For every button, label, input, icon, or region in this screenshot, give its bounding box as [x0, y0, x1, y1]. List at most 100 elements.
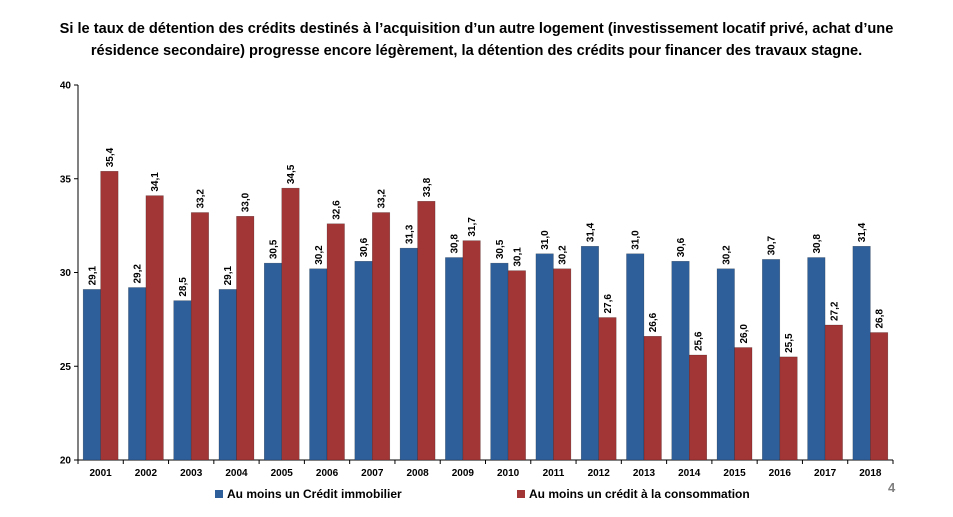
bar-credit-consommation [281, 187, 300, 461]
bar-credit-consommation [689, 354, 707, 461]
data-label: 30,7 [767, 235, 778, 255]
title-line-1: Si le taux de détention des crédits dest… [59, 21, 894, 37]
data-label: 30,2 [721, 245, 732, 265]
data-label: 25,6 [694, 331, 705, 351]
bar-credit-consommation [824, 324, 843, 461]
x-tick-label: 2007 [361, 468, 384, 479]
data-label: 25,5 [784, 333, 795, 353]
legend-label-credit-consommation: Au moins un crédit à la consommation [529, 487, 750, 501]
data-label: 26,0 [739, 324, 750, 344]
data-label: 31,4 [585, 222, 596, 242]
y-tick-label: 30 [60, 268, 72, 279]
x-tick-label: 2003 [180, 468, 203, 479]
y-tick-label: 40 [60, 81, 72, 92]
data-label: 29,2 [133, 264, 144, 284]
bar-credit-consommation [507, 270, 526, 461]
bar-credit-immobilier [82, 289, 101, 461]
bar-credit-consommation [870, 332, 889, 461]
x-tick-label: 2017 [814, 468, 837, 479]
bar-credit-immobilier [762, 259, 781, 461]
bar-credit-immobilier [535, 253, 554, 461]
y-tick-label: 35 [60, 174, 72, 185]
x-tick-label: 2014 [678, 468, 701, 479]
bar-credit-immobilier [128, 287, 147, 461]
x-tick-label: 2004 [225, 468, 248, 479]
x-tick-label: 2011 [543, 468, 565, 479]
data-label: 34,1 [150, 172, 161, 192]
data-label: 33,0 [241, 192, 252, 212]
data-label: 30,6 [359, 237, 370, 257]
data-label: 29,1 [87, 265, 98, 285]
data-label: 26,6 [648, 312, 659, 332]
data-label: 31,3 [404, 224, 415, 244]
data-label: 31,7 [467, 217, 478, 237]
x-tick-label: 2008 [406, 468, 429, 479]
bar-credit-immobilier [354, 261, 373, 461]
data-label: 31,0 [540, 230, 551, 250]
x-tick-label: 2015 [723, 468, 746, 479]
data-label: 27,2 [829, 301, 840, 321]
data-label: 35,4 [105, 147, 116, 167]
bar-credit-consommation [643, 336, 662, 461]
x-tick-label: 2010 [497, 468, 520, 479]
x-tick-label: 2016 [769, 468, 792, 479]
x-tick-label: 2013 [633, 468, 656, 479]
bar-credit-consommation [417, 201, 436, 461]
data-label: 30,6 [676, 237, 687, 257]
x-tick-label: 2002 [135, 468, 158, 479]
bar-credit-immobilier [173, 300, 192, 461]
bar-credit-immobilier [626, 253, 645, 461]
data-label: 28,5 [178, 277, 189, 297]
x-tick-label: 2018 [859, 468, 882, 479]
bar-credit-consommation [372, 212, 391, 461]
data-label: 29,1 [223, 265, 234, 285]
bar-credit-immobilier [445, 257, 464, 461]
x-tick-label: 2005 [271, 468, 294, 479]
data-label: 27,6 [603, 294, 614, 314]
data-label: 30,8 [450, 234, 461, 254]
legend-swatch-credit-immobilier [215, 490, 223, 498]
page-number: 4 [888, 480, 896, 495]
y-tick-label: 20 [60, 456, 72, 467]
bar-credit-immobilier [580, 246, 599, 461]
bar-credit-immobilier [490, 262, 509, 461]
data-label: 34,5 [286, 164, 297, 184]
bar-credit-immobilier [807, 257, 826, 461]
bar-credit-consommation [598, 317, 617, 461]
data-label: 32,6 [331, 200, 342, 220]
data-label: 33,2 [377, 189, 388, 209]
y-tick-label: 25 [60, 362, 72, 373]
bar-credit-consommation [734, 347, 753, 461]
bar-credit-immobilier [399, 247, 418, 461]
data-label: 30,2 [558, 245, 569, 265]
chart-title: Si le taux de détention des crédits dest… [0, 18, 953, 62]
bar-credit-immobilier [716, 268, 735, 461]
bar-credit-consommation [100, 171, 119, 461]
x-tick-label: 2009 [452, 468, 475, 479]
bar-credit-consommation [145, 195, 164, 461]
data-label: 31,4 [857, 222, 868, 242]
title-line-2: résidence secondaire) progresse encore l… [90, 43, 863, 59]
bar-credit-immobilier [264, 262, 282, 461]
data-label: 26,8 [875, 309, 886, 329]
bar-credit-consommation [553, 268, 572, 461]
legend-label-credit-immobilier: Au moins un Crédit immobilier [227, 487, 402, 501]
x-tick-label: 2001 [90, 468, 113, 479]
bar-credit-consommation [326, 223, 345, 461]
bar-credit-immobilier [309, 268, 328, 461]
bar-credit-consommation [779, 356, 798, 461]
data-label: 30,1 [512, 247, 523, 267]
data-label: 33,2 [195, 189, 206, 209]
legend-swatch-credit-consommation [517, 490, 525, 498]
data-label: 30,2 [314, 245, 325, 265]
x-tick-label: 2006 [316, 468, 339, 479]
data-label: 31,0 [631, 230, 642, 250]
bar-credit-immobilier [218, 289, 237, 461]
bar-credit-immobilier [671, 261, 690, 461]
data-label: 30,8 [812, 234, 823, 254]
bar-credit-consommation [190, 212, 209, 461]
bar-credit-consommation [462, 240, 481, 461]
data-label: 30,5 [495, 239, 506, 259]
data-label: 30,5 [269, 239, 280, 259]
